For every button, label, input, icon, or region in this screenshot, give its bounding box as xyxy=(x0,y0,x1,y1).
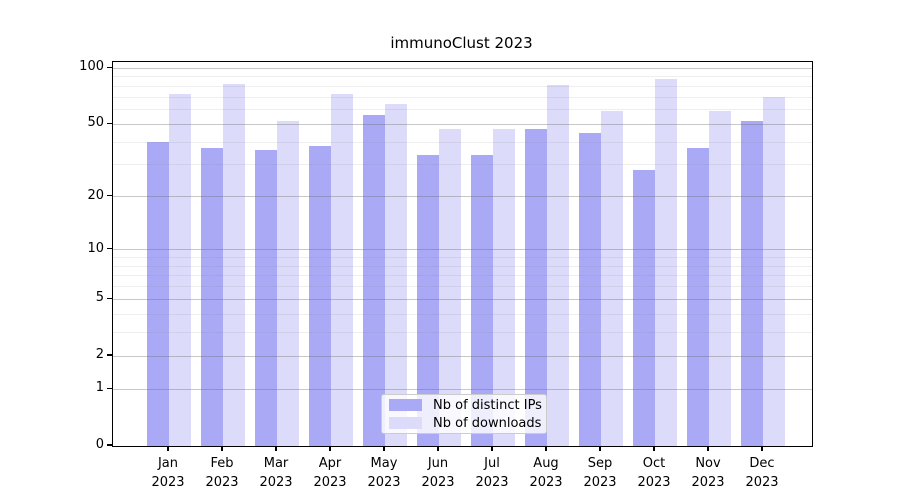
y-tick-label-2: 2 xyxy=(95,347,104,363)
y-tick-label-0: 0 xyxy=(95,437,104,452)
bar-downloads-sep xyxy=(601,110,623,446)
gridline-minor-6 xyxy=(113,286,812,288)
bar-distinct-ips-feb xyxy=(201,148,223,446)
x-tick-mark-aug xyxy=(545,446,547,451)
x-tick-mark-jan xyxy=(167,446,169,451)
bar-downloads-aug xyxy=(547,85,569,446)
x-tick-label-jul: Jul 2023 xyxy=(475,456,509,490)
x-tick-label-sep: Sep 2023 xyxy=(583,456,617,490)
y-tick-label-20: 20 xyxy=(87,187,104,203)
gridline-major-100 xyxy=(113,67,812,69)
x-tick-label-mar: Mar 2023 xyxy=(259,456,293,490)
chart-title: immunoClust 2023 xyxy=(390,34,533,52)
x-tick-label-oct: Oct 2023 xyxy=(637,456,671,490)
plot-area: Nb of distinct IPs Nb of downloads xyxy=(112,61,813,447)
gridline-minor-40 xyxy=(113,141,812,143)
y-tick-label-10: 10 xyxy=(87,240,104,256)
x-tick-mark-may xyxy=(383,446,385,451)
legend-item-distinct-ips: Nb of distinct IPs xyxy=(382,398,546,413)
gridline-major-5 xyxy=(113,298,812,300)
gridline-minor-80 xyxy=(113,85,812,87)
x-tick-mark-sep xyxy=(599,446,601,451)
y-tick-mark-20 xyxy=(107,195,112,197)
legend-item-downloads: Nb of downloads xyxy=(382,416,546,431)
bar-distinct-ips-jun xyxy=(417,155,439,446)
x-tick-label-aug: Aug 2023 xyxy=(529,456,563,490)
gridline-minor-70 xyxy=(113,96,812,98)
gridline-major-2 xyxy=(113,355,812,357)
x-tick-label-jun: Jun 2023 xyxy=(421,456,455,490)
bar-downloads-dec xyxy=(763,97,785,446)
gridline-major-50 xyxy=(113,123,812,125)
bar-downloads-jan xyxy=(169,93,191,446)
x-tick-label-may: May 2023 xyxy=(367,456,401,490)
bar-downloads-jun xyxy=(439,129,461,446)
bar-downloads-may xyxy=(385,104,407,446)
gridline-major-20 xyxy=(113,196,812,198)
x-tick-label-dec: Dec 2023 xyxy=(745,456,779,490)
y-tick-mark-1 xyxy=(107,387,112,389)
x-tick-mark-dec xyxy=(761,446,763,451)
x-tick-label-feb: Feb 2023 xyxy=(205,456,239,490)
bar-downloads-apr xyxy=(331,93,353,446)
bar-distinct-ips-jul xyxy=(471,155,493,446)
gridline-minor-7 xyxy=(113,275,812,277)
gridline-minor-9 xyxy=(113,257,812,259)
gridline-minor-3 xyxy=(113,332,812,334)
x-tick-mark-jun xyxy=(437,446,439,451)
x-tick-mark-oct xyxy=(653,446,655,451)
bar-distinct-ips-dec xyxy=(741,121,763,446)
gridline-minor-30 xyxy=(113,164,812,166)
gridline-minor-90 xyxy=(113,76,812,78)
legend-swatch-downloads xyxy=(389,417,422,429)
legend: Nb of distinct IPs Nb of downloads xyxy=(381,394,547,434)
gridline-major-10 xyxy=(113,249,812,251)
bar-distinct-ips-jan xyxy=(147,142,169,446)
gridline-minor-4 xyxy=(113,313,812,315)
gridline-minor-8 xyxy=(113,265,812,267)
y-tick-mark-2 xyxy=(107,354,112,356)
x-tick-label-nov: Nov 2023 xyxy=(691,456,725,490)
legend-swatch-distinct-ips xyxy=(389,399,422,411)
bar-distinct-ips-sep xyxy=(579,132,601,446)
gridline-minor-60 xyxy=(113,109,812,111)
y-tick-mark-50 xyxy=(107,122,112,124)
y-tick-label-100: 100 xyxy=(79,59,104,75)
bar-distinct-ips-aug xyxy=(525,129,547,446)
bar-downloads-feb xyxy=(223,84,245,446)
bar-distinct-ips-oct xyxy=(633,170,655,446)
y-tick-mark-100 xyxy=(107,66,112,68)
y-tick-label-50: 50 xyxy=(87,115,104,131)
x-tick-mark-mar xyxy=(275,446,277,451)
bar-distinct-ips-nov xyxy=(687,148,709,446)
x-tick-label-jan: Jan 2023 xyxy=(151,456,185,490)
bar-distinct-ips-apr xyxy=(309,146,331,446)
legend-label-distinct-ips: Nb of distinct IPs xyxy=(433,397,542,413)
bar-downloads-mar xyxy=(277,121,299,446)
y-tick-label-5: 5 xyxy=(95,290,104,306)
y-tick-mark-0 xyxy=(107,444,112,446)
x-tick-label-apr: Apr 2023 xyxy=(313,456,347,490)
x-tick-mark-nov xyxy=(707,446,709,451)
bar-downloads-oct xyxy=(655,78,677,446)
y-tick-mark-10 xyxy=(107,248,112,250)
y-tick-mark-5 xyxy=(107,297,112,299)
gridline-major-1 xyxy=(113,388,812,390)
legend-label-downloads: Nb of downloads xyxy=(433,415,542,431)
x-tick-mark-apr xyxy=(329,446,331,451)
bar-downloads-nov xyxy=(709,110,731,446)
bar-downloads-jul xyxy=(493,129,515,446)
x-tick-mark-jul xyxy=(491,446,493,451)
bar-distinct-ips-may xyxy=(363,115,385,446)
x-tick-mark-feb xyxy=(221,446,223,451)
bar-distinct-ips-mar xyxy=(255,150,277,446)
y-tick-label-1: 1 xyxy=(95,380,104,396)
